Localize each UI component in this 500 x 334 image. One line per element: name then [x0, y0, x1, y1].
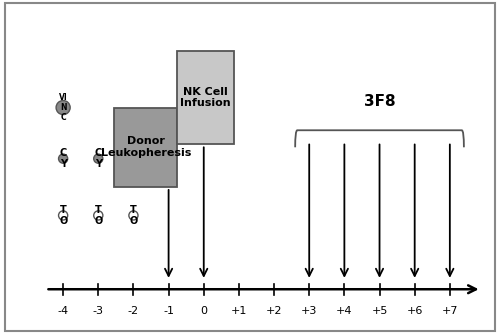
Text: +1: +1 — [230, 306, 247, 316]
Text: +6: +6 — [406, 306, 423, 316]
Ellipse shape — [56, 101, 70, 115]
Text: -2: -2 — [128, 306, 139, 316]
FancyBboxPatch shape — [114, 108, 178, 187]
Text: +4: +4 — [336, 306, 352, 316]
Ellipse shape — [94, 154, 103, 163]
Text: +5: +5 — [372, 306, 388, 316]
Ellipse shape — [58, 211, 68, 220]
Text: +3: +3 — [301, 306, 318, 316]
Text: +7: +7 — [442, 306, 458, 316]
Text: -4: -4 — [58, 306, 68, 316]
Ellipse shape — [94, 211, 103, 220]
Text: T
O: T O — [130, 205, 138, 226]
Text: T
O: T O — [94, 205, 102, 226]
Text: 0: 0 — [200, 306, 207, 316]
Text: 3F8: 3F8 — [364, 95, 396, 109]
Text: C
Y: C Y — [60, 148, 67, 169]
Ellipse shape — [129, 211, 138, 220]
Text: C
Y: C Y — [94, 148, 102, 169]
Text: T
O: T O — [59, 205, 67, 226]
FancyBboxPatch shape — [178, 51, 234, 144]
Text: NK Cell
Infusion: NK Cell Infusion — [180, 87, 231, 109]
Text: -1: -1 — [163, 306, 174, 316]
Ellipse shape — [58, 154, 68, 163]
Text: +2: +2 — [266, 306, 282, 316]
Text: Donor
Leukopheresis: Donor Leukopheresis — [100, 137, 191, 158]
Text: VI
N
C: VI N C — [59, 93, 68, 122]
Text: -3: -3 — [93, 306, 104, 316]
